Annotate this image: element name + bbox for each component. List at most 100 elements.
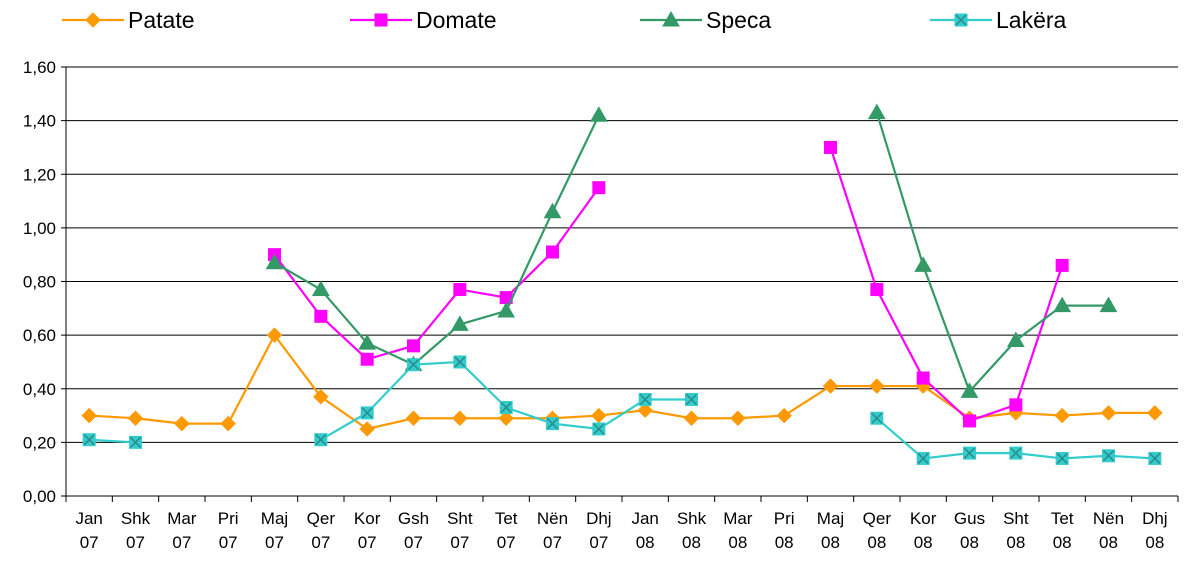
x-tick-label: Maj 08	[817, 509, 844, 552]
series-line-segment	[829, 147, 878, 290]
gridlines	[66, 66, 1178, 443]
data-point-patate	[822, 378, 839, 394]
series-line-segment	[783, 385, 832, 417]
data-point-domate	[453, 283, 467, 297]
x-tick-label: Gsh 07	[398, 509, 429, 552]
data-point-patate	[730, 410, 746, 426]
series-line-segment	[551, 187, 600, 253]
x-tick-label: Mar 08	[723, 509, 753, 552]
data-point-speca	[265, 253, 284, 270]
series-line-segment	[320, 315, 368, 361]
data-point-patate	[313, 389, 329, 405]
series-domate	[268, 140, 1069, 428]
legend-item-domate: Domate	[350, 7, 497, 33]
y-tick-label: 0,80	[23, 273, 56, 292]
legend-marker-domate	[374, 13, 388, 27]
y-tick-label: 1,00	[23, 219, 56, 238]
series-speca	[265, 103, 1118, 398]
series-line-segment	[227, 334, 276, 425]
data-point-patate	[591, 407, 607, 424]
y-tick-label: 0,00	[23, 487, 56, 506]
data-point-speca	[960, 382, 979, 398]
data-point-patate	[637, 402, 653, 418]
data-point-patate	[266, 327, 283, 343]
series-line-segment	[412, 323, 461, 366]
data-point-patate	[405, 410, 422, 426]
data-point-patate	[1147, 405, 1163, 421]
data-point-domate	[963, 414, 976, 428]
data-point-patate	[359, 421, 375, 437]
data-point-domate	[916, 371, 930, 385]
x-tick-label: Mar 07	[167, 509, 197, 552]
data-point-lak-ra	[129, 435, 142, 449]
x-tick-label: Jan 08	[631, 509, 658, 552]
x-tick-label: Dhj 07	[586, 509, 612, 552]
series-line-segment	[366, 363, 415, 414]
x-tick-label: Tet 07	[495, 509, 518, 552]
data-point-domate	[407, 339, 420, 353]
data-point-lak-ra	[453, 355, 467, 369]
series-line-segment	[598, 398, 646, 430]
series-line-segment	[273, 254, 322, 318]
data-point-speca	[867, 103, 886, 120]
x-tick-label: Pri 08	[774, 509, 795, 552]
axes: 0,00 0,20 0,40 0,60 0,80 1,00 1,20 1,40 1,60 Jan 0…	[23, 58, 1179, 552]
data-point-domate	[824, 140, 837, 154]
series-line-segment	[135, 417, 182, 425]
data-point-lak-ra	[1148, 451, 1162, 465]
data-point-lak-ra	[407, 358, 420, 372]
series-line-segment	[1014, 265, 1064, 406]
series-line-segment	[968, 339, 1017, 393]
data-point-lak-ra	[499, 401, 513, 415]
data-point-lak-ra	[916, 451, 930, 465]
series-line-segment	[320, 288, 368, 344]
data-point-speca	[1099, 296, 1118, 313]
y-tick-label: 0,20	[23, 433, 56, 452]
series-line-segment	[273, 261, 322, 291]
series-line-segment	[459, 288, 507, 299]
series-line-segment	[551, 114, 600, 213]
data-point-patate	[220, 415, 236, 432]
series-line-segment	[366, 417, 414, 431]
data-point-lak-ra	[314, 433, 328, 447]
data-point-patate	[1100, 405, 1117, 421]
data-point-lak-ra	[546, 417, 559, 431]
data-point-lak-ra	[870, 411, 884, 425]
series-patate	[81, 327, 1163, 437]
series-line-segment	[366, 344, 414, 361]
series-line-segment	[922, 377, 971, 422]
series-line-segment	[505, 211, 554, 312]
data-point-patate	[1054, 407, 1070, 424]
data-point-lak-ra	[82, 433, 96, 447]
legend-label: Domate	[416, 7, 497, 33]
x-tick-label: Kor 07	[354, 509, 381, 552]
series-line-segment	[1015, 452, 1063, 460]
legend-item-speca: Speca	[640, 7, 771, 33]
y-tick-label: 0,40	[23, 380, 56, 399]
x-tick-label: Dhj 08	[1142, 509, 1168, 552]
data-point-lak-ra	[1102, 449, 1115, 463]
data-point-lak-ra	[1009, 446, 1023, 460]
series-line-segment	[875, 289, 925, 379]
data-point-domate	[360, 352, 374, 366]
legend-item-patate: Patate	[62, 7, 195, 33]
data-point-patate	[498, 410, 514, 426]
x-tick-label: Sht 07	[447, 509, 473, 552]
series-line-segment	[1062, 454, 1109, 460]
series-line-segment	[273, 334, 322, 398]
x-tick-label: Nën 08	[1093, 509, 1124, 552]
data-point-speca	[358, 334, 377, 350]
series-line-segment	[598, 409, 646, 417]
series-line-segment	[320, 395, 368, 430]
series-lak-ra	[82, 355, 1162, 465]
data-point-speca	[1006, 331, 1025, 347]
legend-marker-lak-ra	[954, 13, 968, 27]
data-point-domate	[1009, 398, 1023, 412]
data-point-lak-ra	[360, 406, 374, 420]
data-point-patate	[81, 407, 97, 424]
y-tick-label: 1,60	[23, 58, 56, 77]
data-point-domate	[592, 181, 606, 195]
series-line-segment	[922, 265, 971, 392]
series-line-segment	[459, 309, 507, 326]
